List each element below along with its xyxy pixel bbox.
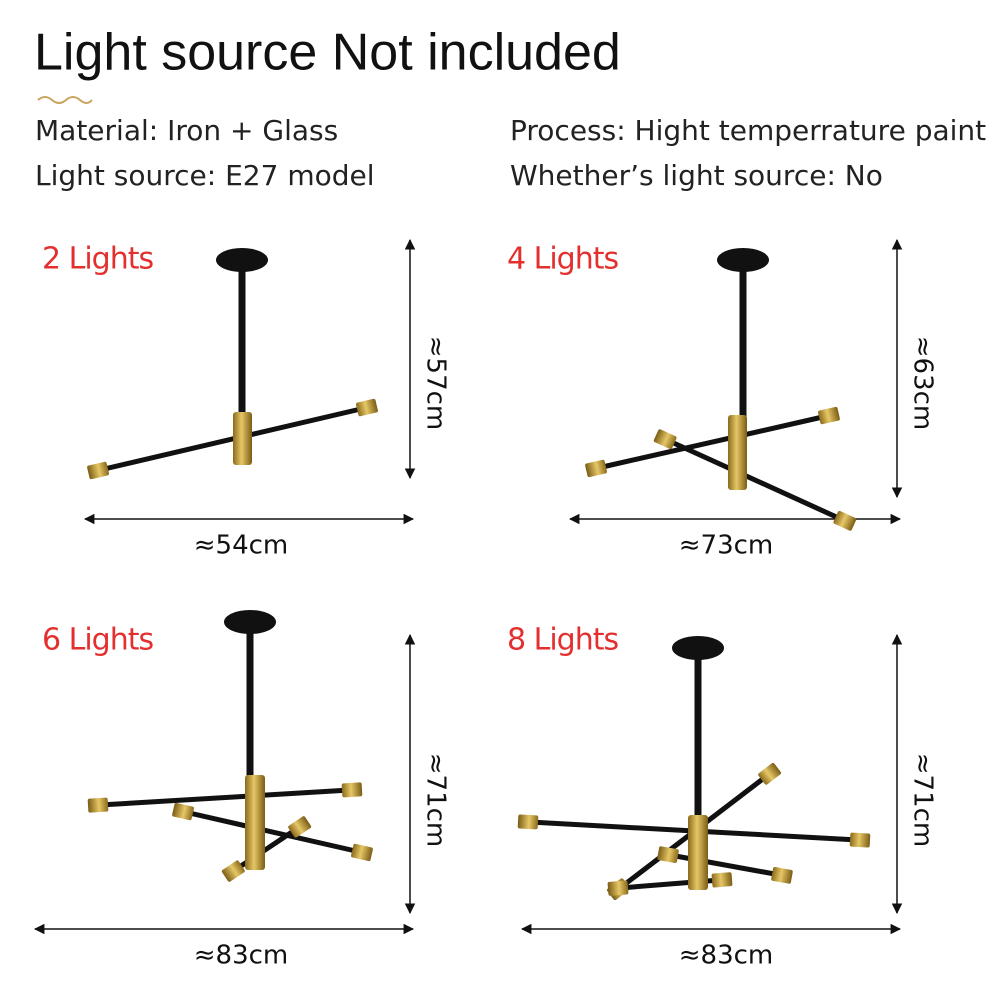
canopy xyxy=(672,636,724,660)
socket xyxy=(818,406,840,425)
socket xyxy=(517,814,539,830)
socket xyxy=(356,398,378,417)
width-label: ≈83cm xyxy=(679,941,774,971)
socket xyxy=(87,797,109,813)
arm xyxy=(99,787,351,808)
variant-label: 4 Lights xyxy=(507,242,618,277)
arm xyxy=(597,413,828,471)
height-label: ≈57cm xyxy=(421,336,451,431)
socket xyxy=(657,846,679,863)
socket xyxy=(653,429,677,450)
canopy xyxy=(224,610,276,634)
width-label: ≈54cm xyxy=(194,531,289,561)
width-label: ≈73cm xyxy=(679,531,774,561)
arm xyxy=(669,852,781,878)
socket xyxy=(607,880,629,896)
socket xyxy=(758,762,781,785)
arm xyxy=(233,825,300,873)
height-label: ≈71cm xyxy=(421,753,451,848)
decoration xyxy=(37,96,93,104)
socket xyxy=(172,802,194,821)
socket xyxy=(833,510,857,531)
height-label: ≈63cm xyxy=(908,336,938,431)
canopy xyxy=(717,248,769,272)
socket xyxy=(288,816,312,838)
socket xyxy=(351,843,373,862)
height-label: ≈71cm xyxy=(908,753,938,848)
body xyxy=(688,815,708,890)
socket xyxy=(711,872,733,888)
spec: Light source: E27 model xyxy=(35,159,375,192)
arm xyxy=(184,809,361,855)
spec: Material: Iron + Glass xyxy=(35,114,338,147)
canopy xyxy=(216,248,268,272)
spec: Whether’s light source: No xyxy=(510,159,883,192)
body xyxy=(728,415,747,490)
width-label: ≈83cm xyxy=(194,941,289,971)
body xyxy=(233,412,252,465)
socket xyxy=(585,459,607,478)
title: Light source Not included xyxy=(34,24,621,82)
socket xyxy=(849,832,871,848)
arm xyxy=(99,405,366,473)
variant-label: 2 Lights xyxy=(42,242,153,277)
socket xyxy=(341,782,363,798)
spec: Process: Hight temperrature paint xyxy=(510,114,986,147)
variant-label: 6 Lights xyxy=(42,623,153,658)
socket xyxy=(221,860,245,882)
arm xyxy=(665,437,845,523)
socket xyxy=(87,461,109,480)
variant-label: 8 Lights xyxy=(507,623,618,658)
socket xyxy=(771,867,793,884)
body xyxy=(245,775,265,870)
